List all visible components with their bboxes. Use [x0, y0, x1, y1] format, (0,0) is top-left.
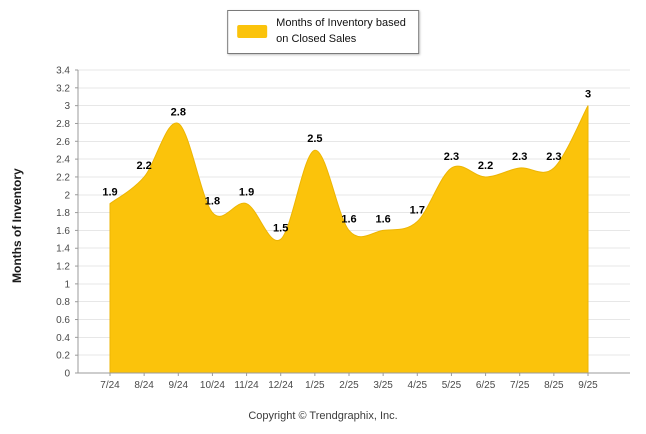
x-tick-label: 4/25 — [408, 380, 428, 388]
legend-swatch — [237, 25, 268, 39]
x-tick-label: 10/24 — [200, 380, 225, 388]
data-label: 1.6 — [341, 213, 356, 225]
y-tick-label: 3.2 — [56, 83, 70, 94]
data-label: 1.8 — [205, 196, 220, 208]
x-tick-label: 9/25 — [578, 380, 598, 388]
y-tick-label: 1.6 — [56, 226, 70, 237]
y-tick-label: 2.8 — [56, 119, 70, 130]
data-label: 1.7 — [410, 205, 425, 217]
x-tick-label: 7/24 — [100, 380, 120, 388]
y-tick-label: 2.2 — [56, 172, 70, 183]
y-tick-label: 2 — [64, 190, 70, 201]
data-label: 2.3 — [444, 151, 459, 163]
x-tick-label: 3/25 — [373, 380, 393, 388]
y-tick-label: 0.6 — [56, 315, 70, 326]
legend-label: Months of Inventory based on Closed Sale… — [276, 16, 406, 48]
data-label: 2.2 — [478, 160, 493, 172]
data-label: 1.9 — [239, 187, 254, 199]
legend-label-line2: on Closed Sales — [276, 32, 357, 45]
x-tick-label: 8/25 — [544, 380, 564, 388]
x-tick-label: 11/24 — [234, 380, 259, 388]
x-tick-label: 5/25 — [442, 380, 462, 388]
chart-legend: Months of Inventory based on Closed Sale… — [227, 10, 419, 54]
area-series — [109, 105, 589, 374]
data-label: 2.5 — [307, 133, 322, 145]
y-tick-label: 2.6 — [56, 137, 70, 148]
data-label: 2.3 — [512, 151, 527, 163]
y-tick-label: 1 — [64, 279, 70, 290]
x-tick-label: 8/24 — [134, 380, 154, 388]
y-tick-label: 1.4 — [56, 244, 70, 255]
data-label: 2.8 — [171, 106, 186, 118]
data-label: 3 — [585, 89, 591, 101]
inventory-area-chart: 0 0.2 0.4 0.6 0.8 1 1.2 1.4 1.6 1.8 2 2.2 2.4 2.6 2.8 3… — [56, 66, 630, 388]
y-tick-label: 1.2 — [56, 262, 70, 273]
x-tick-label: 2/25 — [339, 380, 359, 388]
x-tick-label: 1/25 — [305, 380, 325, 388]
data-label: 2.2 — [136, 160, 151, 172]
y-tick-label: 0.4 — [56, 333, 70, 344]
data-label: 1.6 — [375, 213, 390, 225]
y-tick-label: 0 — [64, 369, 70, 380]
x-tick-label: 6/25 — [476, 380, 496, 388]
data-label: 2.3 — [546, 151, 561, 163]
x-tick-label: 12/24 — [268, 380, 293, 388]
y-tick-label: 3.4 — [56, 66, 70, 77]
y-tick-label: 0.8 — [56, 297, 70, 308]
y-tick-label: 1.8 — [56, 208, 70, 219]
y-tick-label: 0.2 — [56, 351, 70, 362]
y-tick-label: 2.4 — [56, 155, 70, 166]
x-tick-label: 7/25 — [510, 380, 530, 388]
data-label: 1.5 — [273, 222, 288, 234]
legend-label-line1: Months of Inventory based — [276, 17, 406, 29]
data-label: 1.9 — [102, 187, 117, 199]
y-tick-label: 3 — [64, 101, 70, 112]
x-tick-label: 9/24 — [169, 380, 189, 388]
copyright-text: Copyright © Trendgraphix, Inc. — [248, 410, 398, 422]
